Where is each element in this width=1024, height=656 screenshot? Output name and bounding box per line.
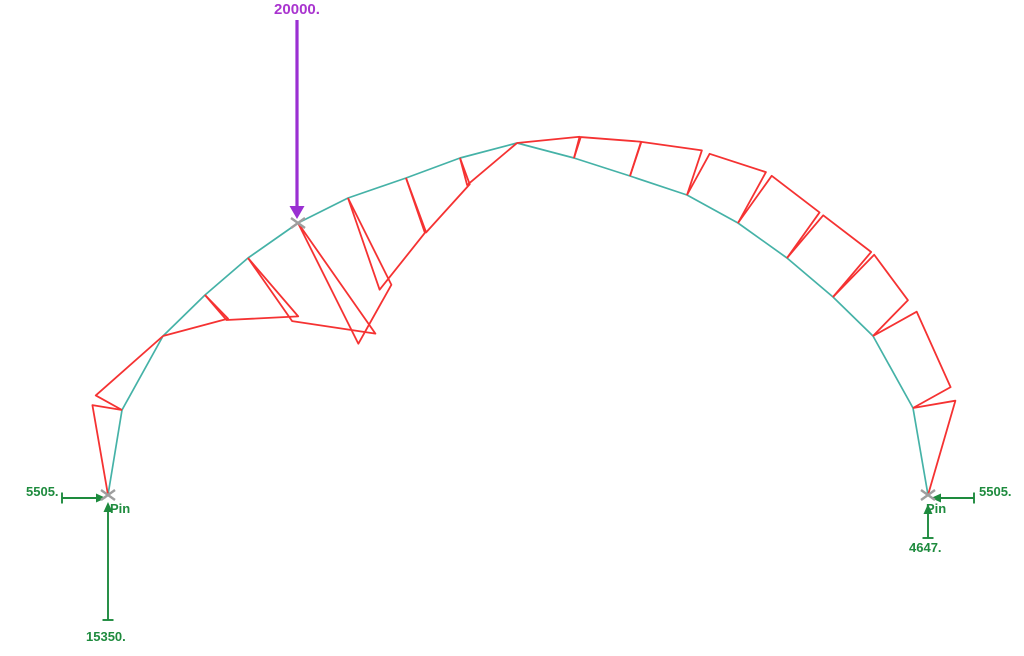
left-horizontal-reaction-label: 5505. [26, 484, 59, 499]
right-vertical-reaction-label: 4647. [909, 540, 942, 555]
left-vertical-reaction-label: 15350. [86, 629, 126, 644]
left-pin-support-label: Pin [110, 501, 131, 516]
right-horizontal-reaction-label: 5505. [979, 484, 1012, 499]
right-pin-support-label: Pin [926, 501, 947, 516]
load-value-label: 20000. [274, 1, 320, 18]
